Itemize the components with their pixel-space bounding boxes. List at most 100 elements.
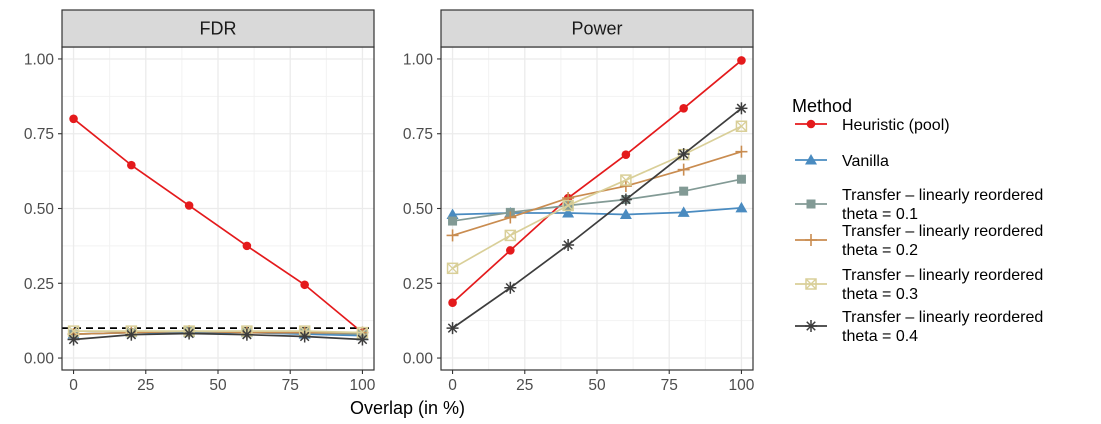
y-tick-label: 0.75 [24,126,54,143]
series-line [451,59,742,304]
legend-key-marker [805,320,817,332]
data-point [735,102,748,115]
data-point-shape [69,114,78,124]
data-point-d2 [562,200,574,211]
y-tick-label: 1.00 [24,51,55,68]
data-point [562,199,574,212]
y-tick-label: 0.50 [403,201,434,218]
legend-key-marker [805,278,817,290]
data-point-box [562,199,574,212]
legend-label: theta = 0.3 [842,286,918,303]
legend-key-marker [805,234,817,246]
series-0 [69,114,367,337]
y-tick-label: 0.25 [403,276,433,293]
data-point-d2 [620,174,632,186]
x-tick-label: 0 [69,377,78,394]
data-point [620,174,632,186]
legend-item: Transfer – linearly reordered theta = 0.… [795,223,1043,259]
data-point [242,241,252,251]
data-point-shape [736,174,746,184]
strip-label: FDR [200,19,237,39]
data-point [562,206,575,218]
data-point [619,193,632,206]
data-point [621,150,631,159]
data-point [619,180,632,193]
data-point [562,238,575,251]
data-point [506,246,515,255]
x-tick-label: 25 [137,377,154,394]
x-tick-label: 0 [448,377,457,394]
data-point [677,206,690,217]
data-point-shape [506,246,515,255]
data-point [735,120,748,133]
data-point [446,229,459,242]
data-point-shape [242,241,252,251]
legend-label: Transfer – linearly reordered [842,223,1043,240]
y-tick-label: 0.50 [24,201,55,218]
data-point [125,328,138,341]
data-point [69,114,78,124]
data-point [184,201,194,210]
data-point-arm [184,328,194,339]
x-tick-label: 75 [661,377,678,394]
strip-background [61,9,375,48]
data-point-box [504,229,517,242]
x-tick-label: 75 [282,377,299,394]
x-tick-label: 25 [516,377,533,394]
data-point [504,229,517,242]
data-point [446,262,459,275]
data-point-arm [68,334,79,345]
y-tick-label: 0.25 [24,276,54,293]
legend-label: Transfer – linearly reordered [842,309,1043,326]
legend-key-marker-arm [806,321,816,331]
legend-item: Heuristic (pool) [795,117,950,134]
data-point-shape [677,206,690,217]
data-point [448,216,458,226]
data-point [504,211,517,224]
data-point-shape [300,280,309,290]
data-point-shape [562,206,575,218]
data-point-arm [126,329,137,340]
data-point-arm [447,323,458,333]
data-point [677,163,690,176]
x-tick-label: 50 [209,377,227,394]
legend-label: theta = 0.2 [842,242,918,259]
data-point-shape [619,208,632,219]
data-point-shape [184,201,194,210]
legend-item: Transfer – linearly reordered theta = 0.… [795,187,1043,223]
legend-key-marker-shape [805,154,817,165]
data-point-box [446,262,459,275]
data-point-arm [678,149,689,159]
series-line [452,107,742,329]
x-axis-title: Overlap (in %) [350,398,465,418]
data-point-d2 [447,262,459,274]
legend-key-marker-d2 [805,278,817,290]
data-point [446,322,459,335]
series-line [73,118,363,334]
legend-title: Method [792,96,852,116]
legend-key-marker-box [805,278,817,290]
data-point [300,280,309,290]
legend-item: Transfer – linearly reordered theta = 0.… [795,267,1043,303]
data-point [127,160,136,170]
data-point-d2 [504,229,516,241]
legend-key-marker-shape [806,199,816,209]
data-point [679,104,688,113]
data-point-shape [127,160,136,170]
legend-label: Transfer – linearly reordered [842,267,1043,284]
data-point [735,201,748,213]
strip-label: Power [571,19,622,39]
data-point-shape [448,216,458,226]
data-point-shape [448,298,457,308]
panel-fdr: FDR 0.00 0.25 0.50 0.75 1.00 0 25 50 75 100 [24,9,376,394]
legend-label: theta = 0.1 [842,206,918,223]
data-point-arm [357,334,368,345]
data-point [619,208,632,219]
data-point [562,192,575,205]
x-tick-label: 50 [588,377,606,394]
data-point [446,208,459,219]
series-line [452,178,742,222]
data-point-d2 [735,120,747,132]
legend-label: Heuristic (pool) [842,117,950,134]
